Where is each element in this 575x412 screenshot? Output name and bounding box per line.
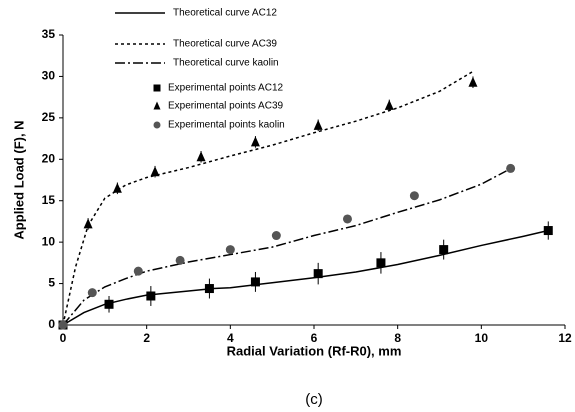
marker [271,231,281,241]
marker [468,76,478,87]
marker [83,218,93,229]
x-axis-label: Radial Variation (Rf-R0), mm [227,343,402,358]
marker [384,99,394,110]
theoretical-curve [62,229,549,326]
y-tick-label: 15 [42,193,56,207]
marker [313,119,323,130]
theoretical-curve [62,70,474,326]
y-tick-label: 20 [42,151,56,165]
marker [150,166,160,177]
x-tick-label: 2 [143,331,150,345]
marker [104,299,114,309]
x-tick-label: 8 [394,331,401,345]
legend-label: Experimental points AC39 [168,101,284,112]
x-tick-label: 0 [60,331,67,345]
marker [133,266,143,276]
y-tick-label: 30 [42,69,56,83]
marker [342,214,352,224]
marker [313,269,323,279]
marker [87,288,97,298]
marker [225,245,235,255]
legend-label: Theoretical curve AC12 [173,8,277,19]
y-tick-label: 25 [42,110,56,124]
x-tick-label: 6 [311,331,318,345]
marker [250,277,260,287]
y-tick-label: 35 [42,27,56,41]
marker [376,258,386,268]
theoretical-curve [62,170,507,326]
marker [543,226,553,236]
marker [204,284,214,294]
x-tick-label: 12 [558,331,572,345]
marker [250,136,260,147]
caption: (c) [305,391,323,408]
x-tick-label: 4 [227,331,234,345]
marker [196,151,206,162]
marker [58,320,68,330]
y-tick-label: 5 [48,276,55,290]
legend-label: Experimental points kaolin [168,120,285,131]
marker [409,191,419,201]
legend-swatch [153,101,161,110]
legend-label: Theoretical curve AC39 [173,39,277,50]
y-tick-label: 10 [42,234,56,248]
marker [506,163,516,173]
legend-swatch [153,121,161,129]
y-tick-label: 0 [48,317,55,331]
marker [175,255,185,265]
y-axis-label: Applied Load (F), N [11,120,26,239]
marker [146,291,156,301]
x-tick-label: 10 [475,331,489,345]
marker [439,245,449,255]
legend-label: Experimental points AC12 [168,83,284,94]
legend-swatch [153,84,161,92]
marker [112,182,122,193]
legend-label: Theoretical curve kaolin [173,58,279,69]
